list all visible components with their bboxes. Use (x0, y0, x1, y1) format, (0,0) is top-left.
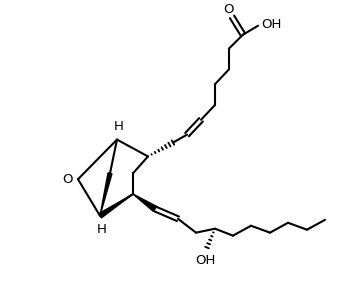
Text: OH: OH (195, 254, 215, 267)
Polygon shape (100, 173, 112, 216)
Polygon shape (133, 194, 157, 211)
Text: O: O (63, 173, 73, 186)
Text: H: H (97, 223, 107, 236)
Text: O: O (223, 3, 233, 16)
Polygon shape (98, 194, 133, 218)
Text: OH: OH (261, 18, 281, 31)
Text: H: H (114, 120, 124, 133)
